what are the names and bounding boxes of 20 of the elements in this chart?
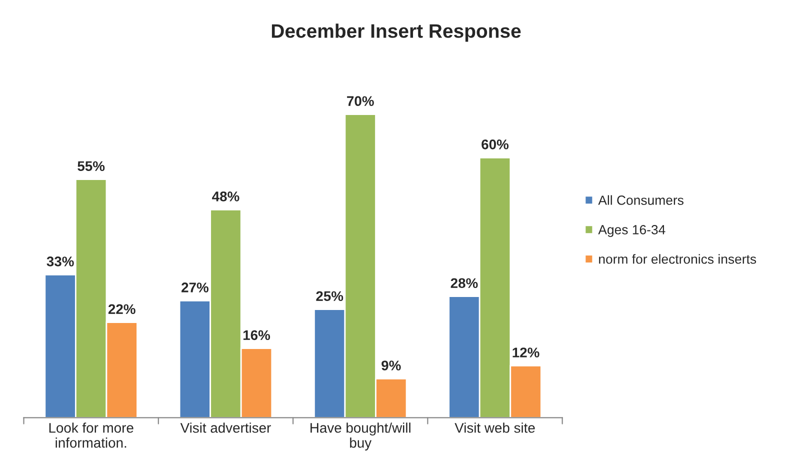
data-label: 22% (108, 304, 136, 314)
data-label: 70% (347, 96, 374, 106)
data-label: 28% (450, 278, 478, 288)
data-label: 60% (482, 140, 509, 150)
x-tick-label: Have bought/will buy (310, 422, 410, 450)
x-tick-label: Look for more information. (49, 422, 134, 448)
x-tick-label: Visit advertiser (180, 422, 271, 433)
legend-label: norm for electronics inserts (599, 254, 756, 264)
legend-label: All Consumers (598, 195, 684, 205)
chart-title: December Insert Response (272, 24, 521, 42)
data-label: 55% (78, 161, 105, 172)
data-label: 12% (512, 348, 540, 358)
data-label: 48% (212, 192, 240, 202)
data-label: 9% (382, 360, 401, 370)
data-label: 27% (182, 282, 208, 292)
data-label: 33% (46, 256, 74, 266)
legend-label: Ages 16-34 (598, 225, 666, 237)
data-label: 25% (316, 291, 344, 302)
x-tick-label: Visit web site (454, 422, 535, 433)
data-label: 16% (243, 330, 270, 340)
